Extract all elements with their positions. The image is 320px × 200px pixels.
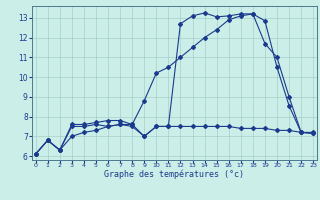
X-axis label: Graphe des températures (°c): Graphe des températures (°c): [104, 170, 244, 179]
